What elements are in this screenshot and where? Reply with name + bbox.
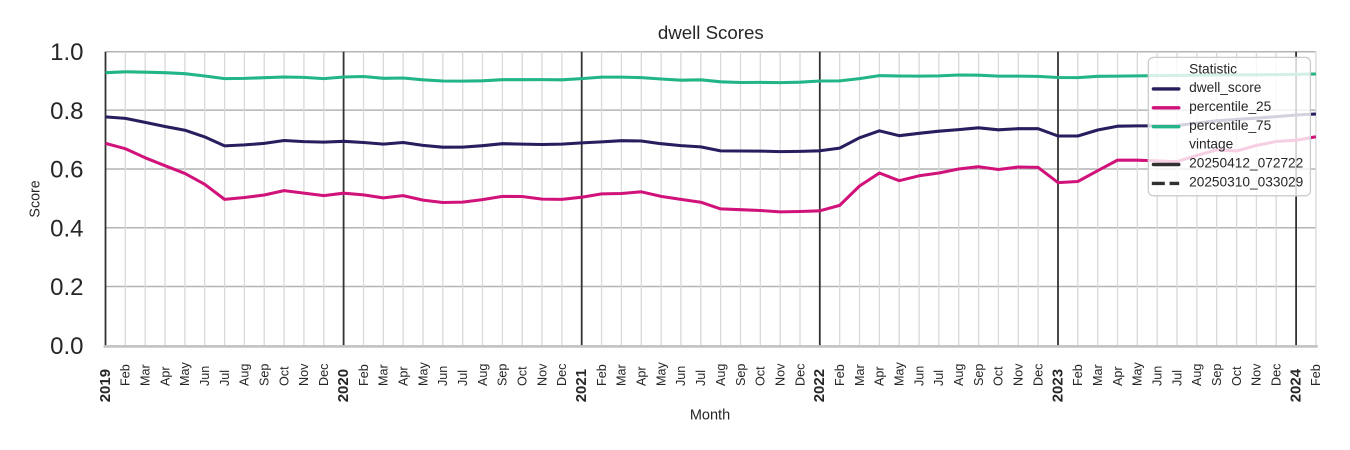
svg-text:Sep: Sep [1210, 364, 1224, 386]
svg-text:May: May [416, 362, 430, 386]
svg-text:Apr: Apr [158, 366, 172, 386]
svg-text:Oct: Oct [754, 366, 768, 386]
svg-text:Feb: Feb [595, 364, 609, 386]
svg-text:Nov: Nov [297, 363, 311, 386]
svg-text:Sep: Sep [734, 364, 748, 386]
svg-text:Nov: Nov [1012, 363, 1026, 386]
svg-text:Sep: Sep [258, 364, 272, 386]
svg-text:Statistic: Statistic [1189, 61, 1237, 76]
svg-text:Dec: Dec [555, 364, 569, 386]
svg-text:Jul: Jul [1170, 370, 1184, 386]
svg-text:May: May [654, 362, 668, 386]
svg-text:Nov: Nov [535, 363, 549, 386]
svg-text:Jul: Jul [218, 370, 232, 386]
svg-text:May: May [893, 362, 907, 386]
svg-text:Oct: Oct [1230, 366, 1244, 386]
svg-text:Dec: Dec [1270, 364, 1284, 386]
svg-text:Jun: Jun [436, 366, 450, 386]
svg-text:Feb: Feb [1309, 364, 1323, 386]
svg-text:Feb: Feb [119, 364, 133, 386]
svg-text:2019: 2019 [97, 369, 114, 402]
svg-text:0.6: 0.6 [50, 157, 83, 184]
svg-text:Month: Month [690, 407, 730, 423]
svg-text:Oct: Oct [277, 366, 291, 386]
svg-text:Jun: Jun [912, 366, 926, 386]
svg-text:percentile_25: percentile_25 [1189, 99, 1272, 114]
svg-text:Jun: Jun [198, 366, 212, 386]
svg-text:Apr: Apr [396, 366, 410, 386]
svg-text:Apr: Apr [1111, 366, 1125, 386]
svg-text:Oct: Oct [516, 366, 530, 386]
svg-text:Aug: Aug [714, 364, 728, 386]
svg-text:Aug: Aug [238, 364, 252, 386]
svg-text:Jun: Jun [1151, 366, 1165, 386]
svg-text:Nov: Nov [1250, 363, 1264, 386]
svg-text:percentile_75: percentile_75 [1189, 118, 1272, 133]
svg-text:Feb: Feb [357, 364, 371, 386]
svg-text:Jun: Jun [674, 366, 688, 386]
svg-text:Oct: Oct [992, 366, 1006, 386]
svg-text:Jul: Jul [932, 370, 946, 386]
svg-text:20250412_072722: 20250412_072722 [1189, 156, 1303, 171]
svg-text:Apr: Apr [635, 366, 649, 386]
svg-text:Aug: Aug [1190, 364, 1204, 386]
svg-text:2024: 2024 [1287, 368, 1304, 402]
svg-text:Aug: Aug [476, 364, 490, 386]
svg-text:1.0: 1.0 [50, 39, 83, 66]
svg-text:Jul: Jul [456, 370, 470, 386]
svg-text:Score: Score [27, 180, 43, 217]
svg-text:Nov: Nov [774, 363, 788, 386]
svg-text:vintage: vintage [1189, 137, 1233, 152]
svg-text:Mar: Mar [377, 364, 391, 386]
svg-text:Mar: Mar [853, 364, 867, 386]
svg-text:Dec: Dec [793, 364, 807, 386]
svg-text:Sep: Sep [496, 364, 510, 386]
svg-text:Dec: Dec [1031, 364, 1045, 386]
svg-text:May: May [178, 362, 192, 386]
svg-text:0.2: 0.2 [50, 274, 83, 301]
svg-text:2023: 2023 [1049, 369, 1066, 402]
svg-text:0.8: 0.8 [50, 98, 83, 125]
svg-text:dwell_score: dwell_score [1189, 80, 1261, 95]
svg-text:Mar: Mar [139, 364, 153, 386]
svg-text:20250310_033029: 20250310_033029 [1189, 175, 1303, 190]
svg-text:0.0: 0.0 [50, 333, 83, 360]
svg-text:Feb: Feb [1071, 364, 1085, 386]
svg-text:2021: 2021 [573, 369, 590, 402]
svg-text:Sep: Sep [972, 364, 986, 386]
svg-text:dwell Scores: dwell Scores [658, 22, 764, 43]
svg-text:0.4: 0.4 [50, 215, 83, 242]
svg-text:May: May [1131, 362, 1145, 386]
svg-text:Mar: Mar [615, 364, 629, 386]
svg-text:2022: 2022 [811, 369, 828, 402]
svg-text:Dec: Dec [317, 364, 331, 386]
svg-text:Jul: Jul [694, 370, 708, 386]
svg-text:Feb: Feb [833, 364, 847, 386]
svg-text:Mar: Mar [1091, 364, 1105, 386]
svg-text:Apr: Apr [873, 366, 887, 386]
svg-text:Aug: Aug [952, 364, 966, 386]
svg-text:2020: 2020 [335, 369, 352, 402]
